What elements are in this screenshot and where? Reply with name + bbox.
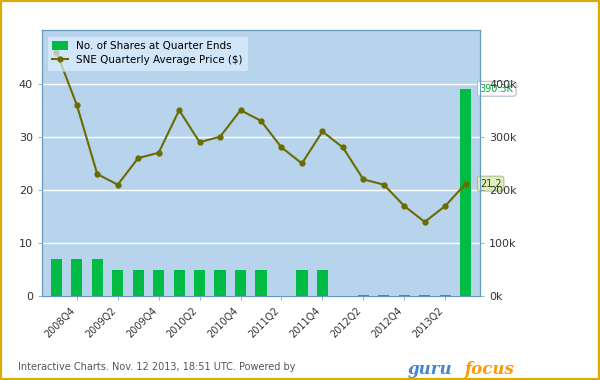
Bar xyxy=(398,295,410,296)
Text: 21.2: 21.2 xyxy=(480,179,502,188)
Bar xyxy=(133,270,144,296)
Bar xyxy=(296,270,308,296)
Text: Interactive Charts. Nov. 12 2013, 18:51 UTC. Powered by: Interactive Charts. Nov. 12 2013, 18:51 … xyxy=(18,363,296,372)
Text: guru: guru xyxy=(408,361,452,378)
Bar xyxy=(50,259,62,296)
Bar xyxy=(153,270,164,296)
Bar xyxy=(173,270,185,296)
Bar xyxy=(194,270,205,296)
Bar xyxy=(419,295,430,296)
Text: focus: focus xyxy=(465,361,515,378)
Bar xyxy=(112,270,124,296)
Bar xyxy=(214,270,226,296)
Bar xyxy=(71,259,82,296)
Bar xyxy=(92,259,103,296)
Bar xyxy=(256,270,266,296)
Bar xyxy=(460,89,472,296)
Bar xyxy=(358,295,369,296)
Bar xyxy=(378,295,389,296)
Bar xyxy=(317,270,328,296)
Text: 390.3K: 390.3K xyxy=(480,84,514,94)
Bar xyxy=(440,295,451,296)
Legend: No. of Shares at Quarter Ends, SNE Quarterly Average Price ($): No. of Shares at Quarter Ends, SNE Quart… xyxy=(47,36,248,71)
Bar xyxy=(235,270,246,296)
